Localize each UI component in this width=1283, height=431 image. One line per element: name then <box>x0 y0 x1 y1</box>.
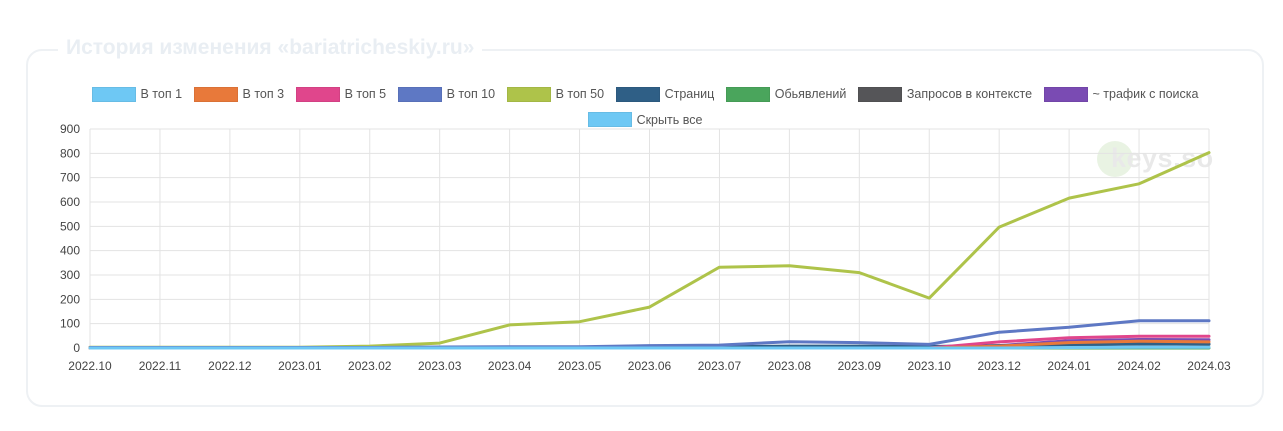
x-tick-label: 2023.04 <box>488 359 532 373</box>
legend-item-ads[interactable]: Обьявлений <box>725 83 847 105</box>
legend-swatch <box>1043 86 1088 102</box>
legend-label: В топ 10 <box>446 87 496 101</box>
legend-swatch <box>91 86 136 102</box>
hide-all-button[interactable]: Скрыть все <box>587 109 703 131</box>
y-tick-label: 300 <box>60 268 80 282</box>
x-tick-label: 2023.02 <box>348 359 392 373</box>
hide-all-label: Скрыть все <box>636 112 703 127</box>
legend-swatch <box>587 112 632 127</box>
legend-item-pages[interactable]: Страниц <box>615 83 715 105</box>
legend-label: В топ 5 <box>344 87 387 101</box>
x-tick-label: 2023.08 <box>768 359 812 373</box>
y-tick-label: 400 <box>60 244 80 258</box>
legend-item-top10[interactable]: В топ 10 <box>397 83 496 105</box>
legend-item-traffic[interactable]: ~ трафик с поиска <box>1043 83 1199 105</box>
legend-swatch <box>615 86 660 102</box>
x-tick-label: 2023.07 <box>698 359 742 373</box>
legend-item-top50[interactable]: В топ 50 <box>506 83 605 105</box>
x-tick-label: 2024.01 <box>1047 359 1091 373</box>
legend-label: Обьявлений <box>774 87 847 101</box>
legend-label: Страниц <box>664 87 715 101</box>
page-title: История изменения «bariatricheskiy.ru» <box>58 34 483 62</box>
y-tick-label: 0 <box>73 341 80 355</box>
y-tick-label: 800 <box>60 146 80 160</box>
y-tick-label: 900 <box>60 122 80 136</box>
legend-item-top1[interactable]: В топ 1 <box>91 83 183 105</box>
legend-swatch <box>193 86 238 102</box>
x-tick-label: 2024.03 <box>1187 359 1231 373</box>
y-tick-label: 600 <box>60 195 80 209</box>
x-tick-label: 2023.06 <box>628 359 672 373</box>
legend-item-context-queries[interactable]: Запросов в контексте <box>857 83 1033 105</box>
chart-legend: В топ 1 В топ 3 В топ 5 В топ 10 В топ 5… <box>60 83 1230 134</box>
y-tick-label: 500 <box>60 219 80 233</box>
legend-swatch <box>397 86 442 102</box>
y-tick-label: 200 <box>60 292 80 306</box>
legend-item-top3[interactable]: В топ 3 <box>193 83 285 105</box>
legend-item-top5[interactable]: В топ 5 <box>295 83 387 105</box>
legend-swatch <box>506 86 551 102</box>
legend-label: В топ 50 <box>555 87 605 101</box>
x-tick-label: 2022.11 <box>139 359 182 373</box>
y-tick-label: 100 <box>60 317 80 331</box>
legend-swatch <box>295 86 340 102</box>
logo-circle-icon <box>1097 141 1133 177</box>
legend-label: Запросов в контексте <box>906 87 1033 101</box>
legend-label: ~ трафик с поиска <box>1092 87 1199 101</box>
x-tick-label: 2022.10 <box>68 359 112 373</box>
chart-panel <box>26 49 1264 407</box>
legend-swatch <box>857 86 902 102</box>
series-line <box>88 345 1211 350</box>
y-tick-label: 700 <box>60 171 80 185</box>
x-tick-label: 2023.03 <box>418 359 462 373</box>
x-tick-label: 2023.12 <box>977 359 1021 373</box>
x-tick-label: 2023.01 <box>278 359 322 373</box>
legend-label: В топ 1 <box>140 87 183 101</box>
x-tick-label: 2023.10 <box>908 359 952 373</box>
x-tick-label: 2024.02 <box>1117 359 1161 373</box>
legend-swatch <box>725 86 770 102</box>
x-tick-label: 2023.05 <box>558 359 602 373</box>
legend-label: В топ 3 <box>242 87 285 101</box>
x-tick-label: 2023.09 <box>838 359 882 373</box>
x-tick-label: 2022.12 <box>208 359 252 373</box>
